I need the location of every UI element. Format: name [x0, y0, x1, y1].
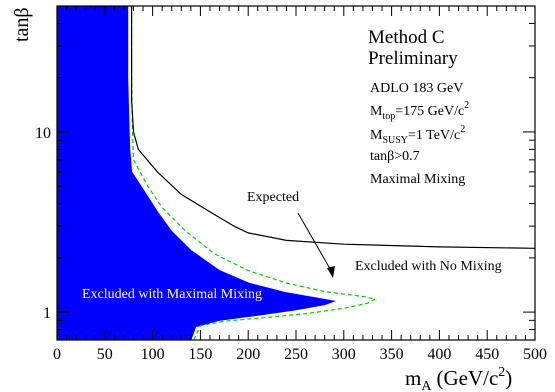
x-tick-label: 100 [141, 346, 165, 363]
header-preliminary: Preliminary [368, 48, 458, 69]
expected-max-mixing-curve [131, 6, 378, 340]
y-axis-label: tanβ [11, 7, 33, 42]
x-tick-label: 200 [236, 346, 260, 363]
x-tick-label: 450 [475, 346, 499, 363]
info-msusy: MSUSY=1 TeV/c2 [370, 124, 465, 146]
annotation-excluded-max-mixing: Excluded with Maximal Mixing [82, 287, 262, 302]
annotation-expected-arrowhead [327, 266, 335, 278]
info-adlo: ADLO 183 GeV [370, 81, 463, 96]
info-mtop: Mtop=175 GeV/c2 [370, 100, 469, 122]
info-mixing: Maximal Mixing [370, 172, 465, 187]
x-axis-label: mA (GeV/c2) [405, 365, 512, 392]
x-tick-label: 250 [284, 346, 308, 363]
x-tick-label: 0 [53, 346, 61, 363]
header-method: Method C [368, 27, 445, 48]
x-tick-label: 400 [427, 346, 451, 363]
annotation-excluded-no-mixing: Excluded with No Mixing [355, 259, 502, 274]
annotation-expected-arrow [297, 212, 334, 275]
x-tick-label: 350 [380, 346, 404, 363]
axes: 0 50 100 150 200 250 300 350 400 450 500 1 10 [35, 5, 547, 363]
x-tick-label: 300 [332, 346, 356, 363]
x-tick-label: 150 [188, 346, 212, 363]
info-tanb: tanβ>0.7 [370, 149, 420, 164]
x-tick-label: 50 [97, 346, 113, 363]
observed-no-mixing-curve [131, 6, 535, 249]
annotation-expected: Expected [247, 190, 299, 205]
excluded-max-mixing-region [57, 6, 337, 340]
y-tick-label: 10 [35, 125, 51, 142]
plot-area [57, 6, 535, 340]
y-tick-label: 1 [43, 305, 51, 322]
x-tick-label: 500 [523, 346, 547, 363]
